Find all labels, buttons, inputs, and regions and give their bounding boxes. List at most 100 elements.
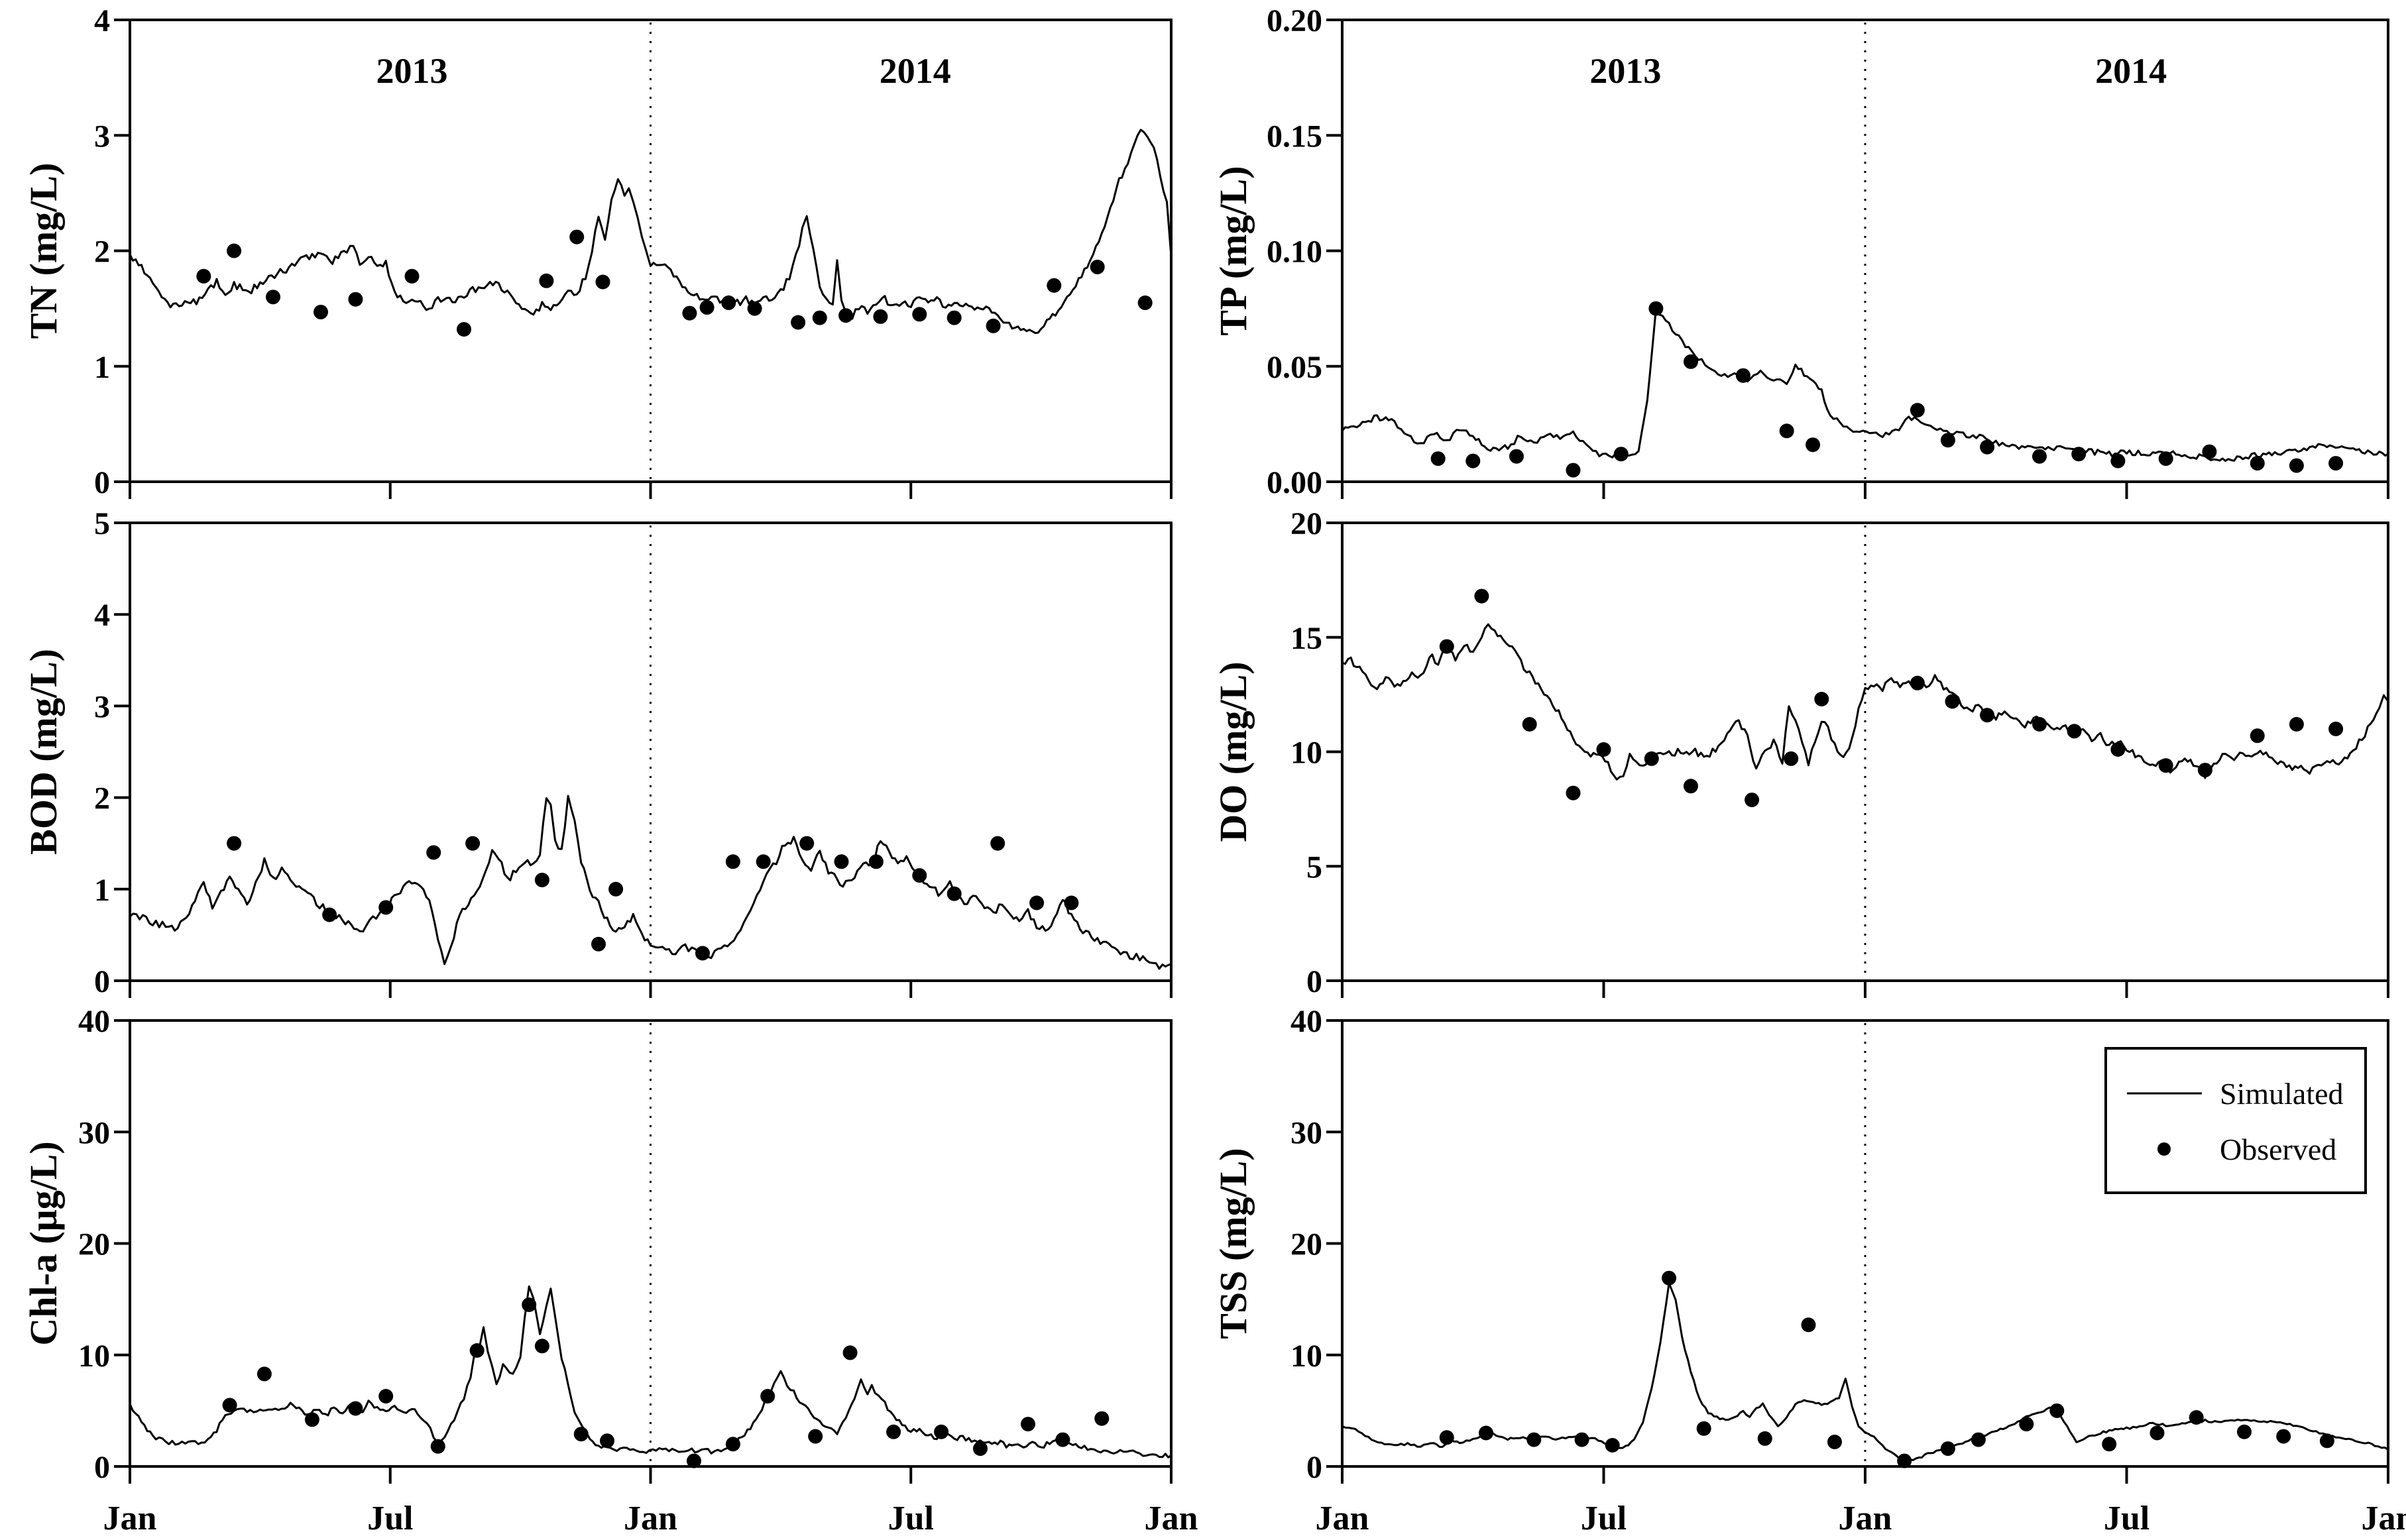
observed-point [2197, 763, 2212, 778]
x-tick-label: Jan [1316, 1500, 1369, 1537]
simulated-line [129, 795, 1172, 970]
observed-point [1779, 423, 1794, 439]
observed-point [1439, 639, 1454, 654]
y-tick-label: 0 [94, 465, 110, 500]
observed-point [1945, 694, 1960, 709]
y-tick-label: 5 [1306, 850, 1322, 885]
y-tick-label: 2 [94, 781, 110, 816]
observed-point [1827, 1435, 1842, 1449]
observed-points [1430, 301, 2344, 478]
observed-point [1684, 354, 1698, 369]
observed-point [868, 854, 884, 869]
observed-point [1910, 675, 1925, 690]
x-tick-label: Jul [888, 1500, 934, 1537]
observed-point [1522, 717, 1537, 732]
observed-point [378, 900, 394, 915]
observed-point [2102, 1437, 2117, 1452]
observed-point [539, 273, 554, 288]
y-tick-label: 10 [78, 1339, 110, 1374]
observed-point [799, 836, 815, 851]
y-tick-label: 40 [78, 1004, 110, 1039]
x-tick-label: Jul [2104, 1500, 2149, 1537]
observed-point [304, 1412, 319, 1427]
observed-point [314, 304, 328, 319]
y-tick-label: 4 [94, 3, 110, 38]
observed-point [2110, 742, 2126, 757]
observed-point [591, 936, 606, 952]
year-label-2014: 2014 [880, 51, 951, 91]
observed-point [834, 854, 849, 869]
observed-point [1735, 368, 1750, 383]
x-tick-label: Jan [1839, 1500, 1892, 1537]
observed-point [2067, 724, 2082, 739]
observed-point [465, 836, 481, 851]
observed-point [227, 836, 242, 851]
observed-point [600, 1433, 614, 1449]
y-axis-title: TN (mg/L) [22, 163, 65, 339]
panel-bod: 0 1 2 3 4 5 BOD (mg/L) [22, 506, 1173, 999]
y-tick-label: 0 [1306, 1450, 1322, 1485]
observed-point [1980, 439, 1995, 455]
observed-points [227, 836, 1079, 961]
y-tick-label: 10 [1290, 736, 1322, 771]
observed-point [1605, 1438, 1620, 1453]
observed-point [2189, 1410, 2204, 1425]
observed-point [2202, 444, 2217, 459]
observed-point [2158, 451, 2173, 467]
observed-point [2276, 1429, 2291, 1444]
observed-point [1648, 301, 1664, 316]
plot-frame [1341, 522, 2389, 982]
legend: Simulated Observed [2104, 1047, 2367, 1194]
observed-point [1596, 742, 1611, 757]
observed-point [1137, 295, 1153, 310]
observed-point [1940, 433, 1955, 448]
observed-point [348, 1401, 363, 1416]
observed-point [2049, 1403, 2065, 1418]
observed-point [946, 886, 962, 901]
observed-point [842, 1345, 858, 1360]
observed-point [569, 229, 585, 245]
year-label-2013: 2013 [376, 51, 447, 91]
y-tick-label: 10 [1290, 1339, 1322, 1374]
observed-point [760, 1389, 775, 1403]
observed-point [1684, 779, 1698, 794]
observed-point [1757, 1431, 1772, 1446]
simulated-line [129, 129, 1173, 335]
observed-point [1090, 259, 1105, 274]
observed-point [1526, 1432, 1542, 1447]
observed-point [2319, 1433, 2334, 1449]
y-tick-label: 20 [1290, 1227, 1322, 1262]
observed-point [1784, 751, 1799, 766]
observed-point [2237, 1424, 2252, 1439]
y-tick-label: 4 [94, 598, 110, 633]
y-axis-title: TSS (mg/L) [1212, 1148, 1255, 1339]
x-tick-label: Jan [103, 1500, 157, 1537]
y-tick-label: 1 [94, 350, 110, 385]
y-axis-title: TP (mg/L) [1212, 166, 1255, 335]
legend-dot-sample [2157, 1142, 2171, 1156]
observed-point [2158, 758, 2173, 773]
observed-point [986, 318, 1001, 333]
observed-point [1805, 437, 1821, 453]
y-tick-label: 0 [94, 1450, 110, 1485]
observed-point [808, 1429, 823, 1444]
observed-point [595, 274, 610, 290]
observed-point [838, 308, 854, 323]
observed-point [222, 1398, 237, 1413]
observed-points [222, 1297, 1110, 1468]
simulated-line [1342, 623, 2389, 781]
y-tick-label: 0.00 [1267, 465, 1322, 500]
observed-point [1662, 1270, 1677, 1286]
y-tick-label: 1 [94, 873, 110, 908]
simulated-line [1342, 1282, 2389, 1464]
observed-point [1814, 692, 1829, 706]
observed-point [2328, 722, 2344, 736]
observed-point [348, 292, 363, 307]
observed-point [534, 1339, 549, 1354]
observed-point [573, 1427, 589, 1442]
observed-point [1897, 1453, 1912, 1468]
observed-point [608, 881, 624, 897]
y-tick-label: 0.15 [1267, 119, 1322, 154]
